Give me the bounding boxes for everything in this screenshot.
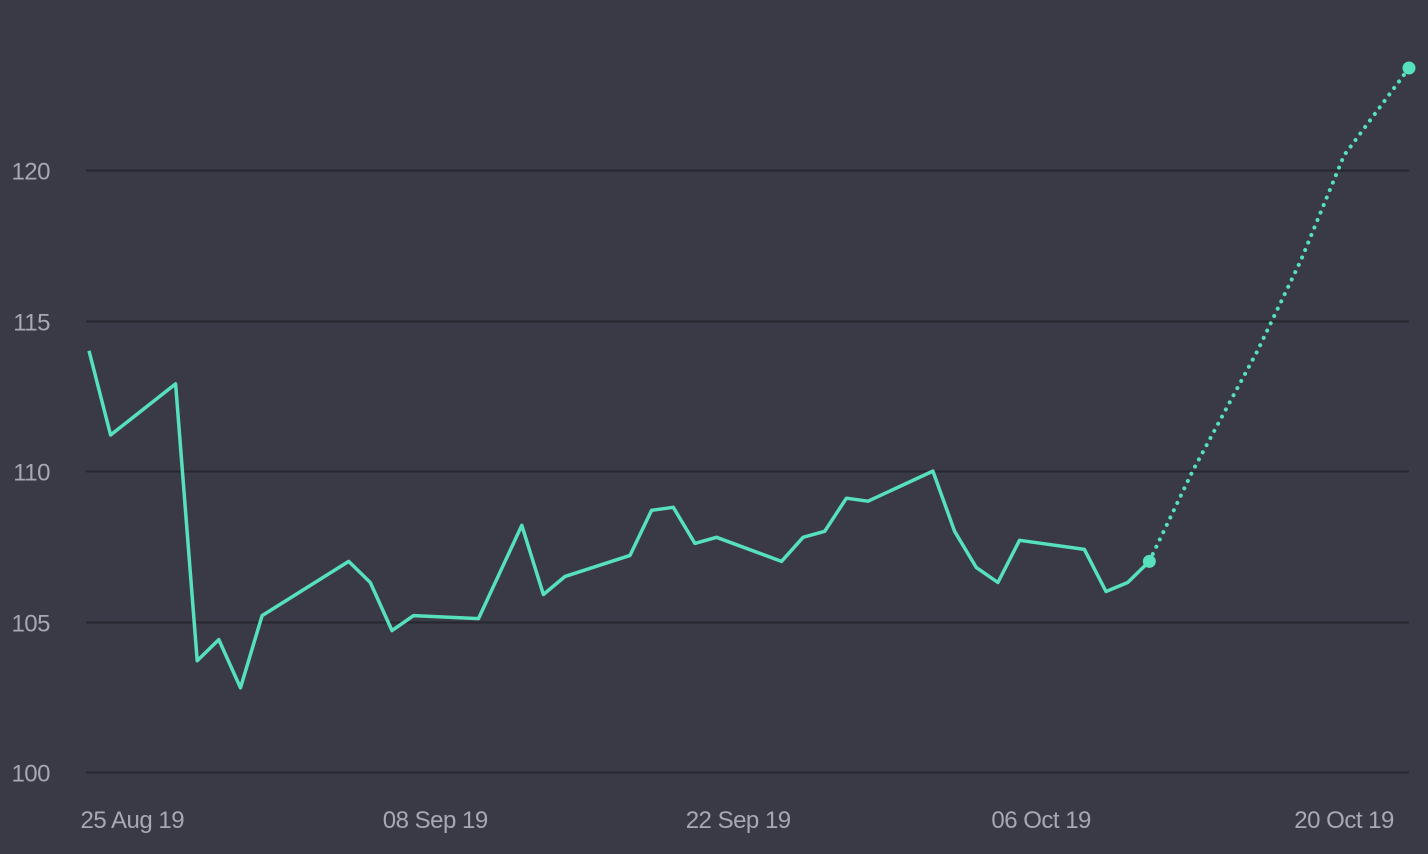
grid-lines	[86, 169, 1409, 774]
series-line	[87, 350, 1151, 690]
y-tick-label: 110	[13, 460, 50, 487]
forecast-line	[1147, 66, 1411, 564]
x-tick-label: 25 Aug 19	[80, 807, 184, 834]
y-axis-ticks: 100 105 110 115 120	[11, 159, 50, 788]
data-point-marker	[1142, 554, 1156, 568]
x-axis-ticks: 25 Aug 19 08 Sep 19 22 Sep 19 06 Oct 19 20 O…	[80, 807, 1394, 834]
x-tick-label: 22 Sep 19	[686, 807, 791, 834]
series-lines	[87, 66, 1411, 690]
series-markers	[1142, 61, 1416, 568]
x-tick-label: 06 Oct 19	[991, 807, 1091, 834]
y-tick-label: 115	[13, 310, 50, 337]
x-tick-label: 20 Oct 19	[1294, 807, 1394, 834]
data-point-marker	[1402, 61, 1416, 75]
y-tick-label: 105	[11, 611, 50, 638]
x-tick-label: 08 Sep 19	[383, 807, 488, 834]
y-tick-label: 100	[11, 761, 50, 788]
y-tick-label: 120	[11, 159, 50, 186]
